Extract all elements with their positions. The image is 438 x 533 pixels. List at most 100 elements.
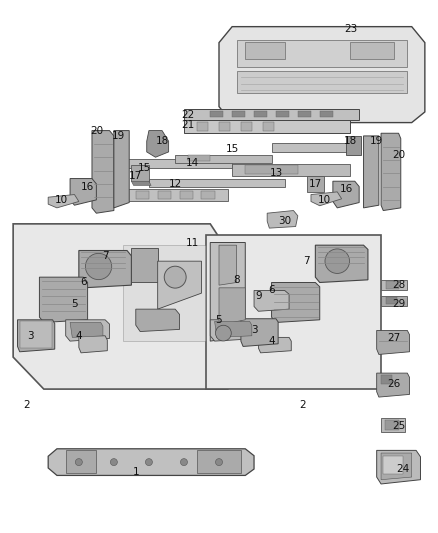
- Polygon shape: [245, 42, 285, 59]
- Polygon shape: [254, 290, 289, 311]
- Polygon shape: [66, 320, 110, 341]
- Polygon shape: [131, 248, 158, 282]
- Text: 29: 29: [392, 299, 405, 309]
- Bar: [298, 111, 311, 117]
- Text: 10: 10: [318, 195, 331, 205]
- Text: 15: 15: [138, 163, 151, 173]
- Polygon shape: [311, 192, 342, 206]
- Bar: [276, 111, 289, 117]
- Polygon shape: [136, 309, 180, 332]
- Polygon shape: [219, 288, 245, 325]
- Text: 5: 5: [215, 315, 223, 325]
- Polygon shape: [48, 449, 254, 475]
- Text: 17: 17: [309, 179, 322, 189]
- Bar: [320, 111, 333, 117]
- Polygon shape: [131, 181, 151, 185]
- Polygon shape: [206, 235, 381, 389]
- Text: 6: 6: [268, 286, 275, 295]
- Text: 4: 4: [268, 336, 275, 346]
- Polygon shape: [210, 320, 258, 341]
- Text: 19: 19: [112, 131, 125, 141]
- Polygon shape: [315, 245, 368, 282]
- Text: 7: 7: [102, 251, 109, 261]
- Polygon shape: [377, 450, 420, 484]
- Text: 18: 18: [344, 136, 357, 146]
- Bar: [241, 122, 252, 131]
- Circle shape: [85, 253, 112, 280]
- Text: 28: 28: [392, 280, 405, 290]
- Text: 5: 5: [71, 299, 78, 309]
- Bar: [386, 297, 397, 304]
- Text: 15: 15: [226, 144, 239, 154]
- Text: 12: 12: [169, 179, 182, 189]
- Text: 2: 2: [23, 400, 30, 410]
- Polygon shape: [147, 131, 169, 157]
- Polygon shape: [13, 224, 228, 389]
- Text: 13: 13: [269, 168, 283, 178]
- Bar: [180, 191, 193, 199]
- Polygon shape: [70, 179, 96, 205]
- Polygon shape: [381, 375, 392, 384]
- Bar: [210, 111, 223, 117]
- Polygon shape: [39, 277, 88, 322]
- Polygon shape: [197, 450, 241, 473]
- Bar: [245, 165, 298, 174]
- Polygon shape: [175, 155, 272, 163]
- Text: 20: 20: [392, 150, 405, 159]
- Text: 21: 21: [182, 120, 195, 130]
- Polygon shape: [131, 165, 149, 181]
- Polygon shape: [381, 296, 407, 306]
- Polygon shape: [219, 245, 237, 285]
- Bar: [188, 155, 210, 161]
- Polygon shape: [381, 133, 401, 211]
- Polygon shape: [18, 320, 55, 352]
- Text: 24: 24: [396, 464, 410, 474]
- Polygon shape: [381, 453, 412, 480]
- Circle shape: [164, 266, 186, 288]
- Text: 9: 9: [255, 291, 262, 301]
- Polygon shape: [258, 337, 291, 353]
- Polygon shape: [241, 319, 278, 346]
- Text: 10: 10: [55, 195, 68, 205]
- Polygon shape: [272, 282, 320, 322]
- Text: 2: 2: [299, 400, 306, 410]
- Polygon shape: [350, 42, 394, 59]
- Polygon shape: [79, 336, 107, 353]
- Polygon shape: [381, 418, 405, 432]
- Polygon shape: [79, 251, 131, 288]
- Text: 26: 26: [388, 379, 401, 389]
- Polygon shape: [364, 136, 379, 208]
- Polygon shape: [48, 195, 79, 208]
- Polygon shape: [123, 245, 206, 341]
- Circle shape: [110, 458, 117, 466]
- Polygon shape: [215, 321, 252, 337]
- Text: 25: 25: [392, 422, 405, 431]
- Polygon shape: [377, 330, 410, 354]
- Polygon shape: [127, 189, 228, 201]
- Text: 3: 3: [27, 331, 34, 341]
- Bar: [136, 191, 149, 199]
- Text: 16: 16: [339, 184, 353, 194]
- Polygon shape: [267, 211, 298, 228]
- Bar: [254, 111, 267, 117]
- Circle shape: [75, 458, 82, 466]
- Polygon shape: [346, 136, 361, 155]
- Polygon shape: [232, 164, 350, 176]
- Text: 6: 6: [80, 278, 87, 287]
- Bar: [201, 191, 215, 199]
- Polygon shape: [149, 179, 285, 187]
- Polygon shape: [184, 120, 350, 133]
- Polygon shape: [92, 131, 114, 213]
- Bar: [386, 281, 399, 289]
- Text: 7: 7: [303, 256, 310, 266]
- Bar: [197, 122, 208, 131]
- Polygon shape: [66, 450, 96, 473]
- Polygon shape: [114, 131, 129, 208]
- Bar: [232, 111, 245, 117]
- Text: 27: 27: [388, 334, 401, 343]
- Text: 23: 23: [344, 25, 357, 34]
- Polygon shape: [237, 40, 407, 67]
- Text: 11: 11: [186, 238, 199, 247]
- Text: 4: 4: [75, 331, 82, 341]
- Text: 8: 8: [233, 275, 240, 285]
